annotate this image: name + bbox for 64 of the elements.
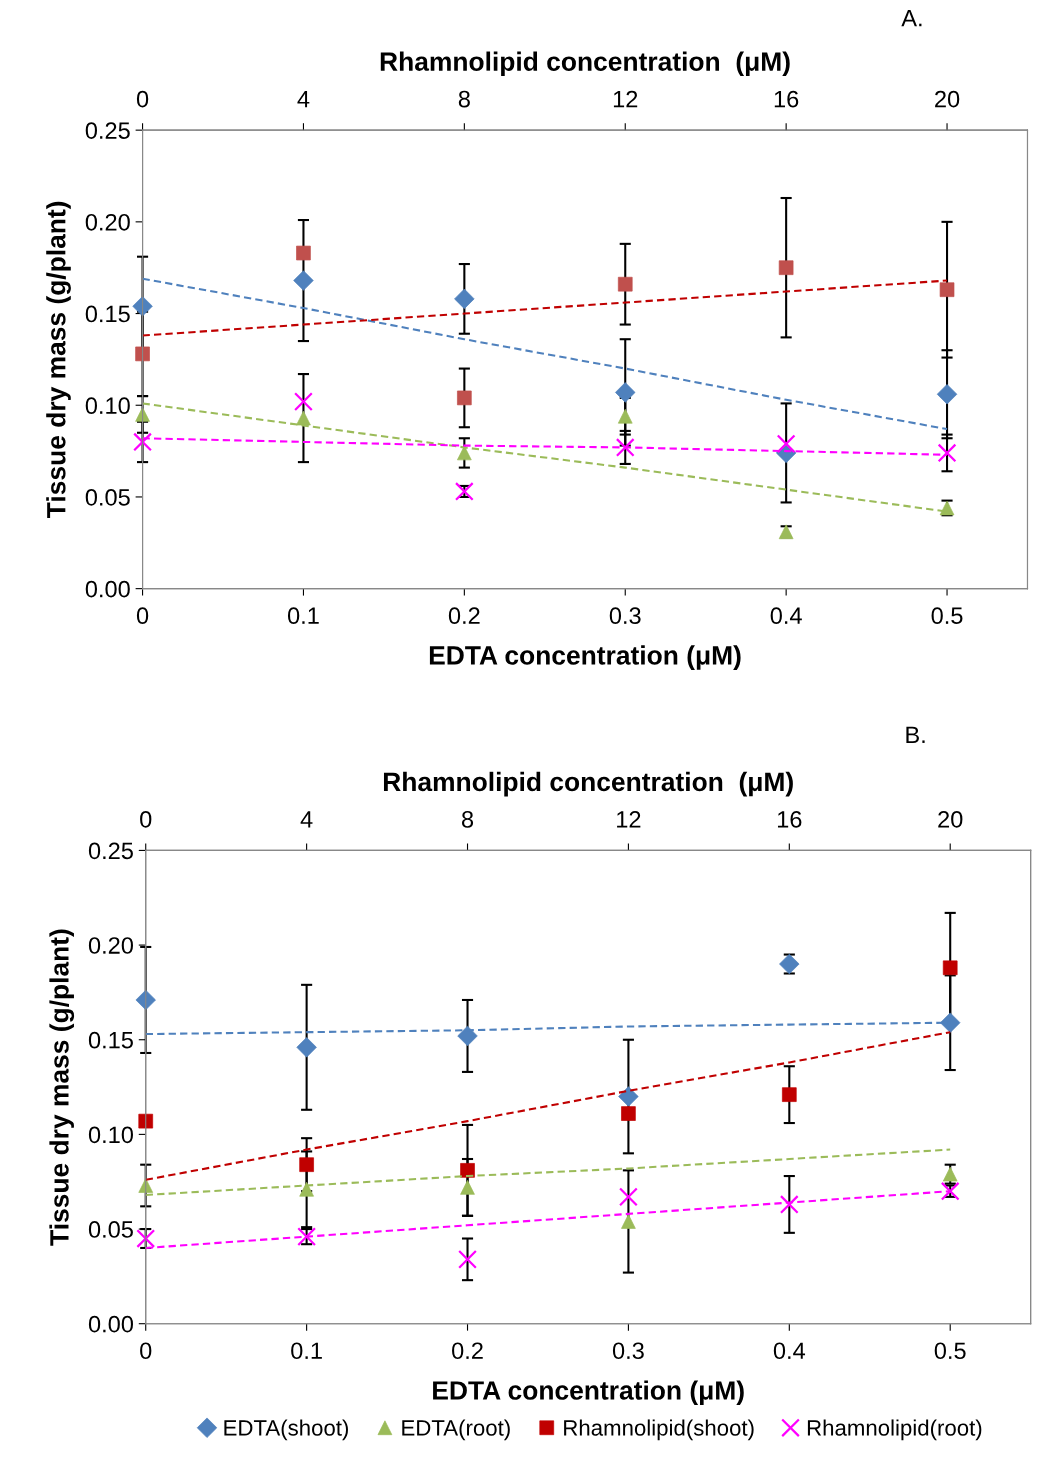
point [939,282,955,297]
x2-tick-label: 4 [300,811,313,828]
x2-tick-label: 4 [297,90,310,108]
x2-tick-label: 16 [777,810,802,828]
point [778,260,794,275]
x-tick-label: 0 [140,1342,152,1360]
point [936,384,958,405]
x2-tick-label: 12 [617,810,641,828]
point [617,276,633,292]
x-tick-label: 0.3 [609,607,641,625]
point [296,1037,317,1058]
y-tick-label: 0.05 [88,1221,133,1238]
y-tick-label: 0.00 [85,580,130,598]
x-axis-title: EDTA concentration (μM) [433,1380,744,1406]
legend-label: EDTA(shoot) [224,1419,348,1441]
text: A. [901,9,922,27]
y-tick-label: 0.15 [88,1031,133,1049]
point [779,1195,799,1214]
legend-label: Rhamnolipid(shoot) [564,1419,754,1441]
point [937,443,957,463]
x2-tick-label: 12 [613,90,638,108]
x-tick-label: 0.4 [770,607,802,625]
point [615,437,635,457]
y-tick-label: 0.25 [88,842,133,860]
y-tick-label: 0.20 [85,213,130,231]
point [294,392,313,412]
y-tick-label: 0.15 [85,305,130,323]
x-tick-label: 0.4 [773,1342,806,1360]
y-tick-label: 0.20 [88,937,133,954]
y-axis-title: Tissue dry mass (g/plant) [46,201,71,518]
point [942,960,958,976]
x2-axis-title: Rhamnolipid concentration (μM) [383,771,793,797]
x2-tick-label: 0 [136,90,149,108]
x-tick-label: 0 [136,607,149,625]
x-tick-label: 0.1 [291,1342,322,1360]
point [136,1229,156,1248]
x-tick-label: 0.5 [931,607,963,625]
point [776,434,796,454]
y-axis-title: Tissue dry mass (g/plant) [49,929,75,1246]
legend-label: Rhamnolipid(root) [807,1419,982,1441]
x-axis-title: EDTA concentration (μM) [429,645,741,670]
point [458,1249,477,1269]
y-tick-label: 0.05 [85,489,130,506]
legend-label: EDTA(root) [402,1419,510,1441]
y-tick-label: 0.10 [85,397,130,415]
y-tick-label: 0.00 [88,1315,133,1333]
x2-axis-title: Rhamnolipid concentration (μM) [380,51,790,77]
y-tick-label: 0.10 [88,1126,133,1144]
x-tick-label: 0.3 [612,1342,644,1360]
point [618,1187,638,1207]
x-tick-label: 0.2 [448,607,480,625]
text: B. [906,726,925,743]
x-tick-label: 0.2 [452,1342,483,1360]
line-series [142,277,949,431]
x-tick-label: 0.1 [287,607,319,625]
x2-tick-label: 20 [935,90,960,108]
x2-tick-label: 8 [458,90,470,108]
x2-tick-label: 20 [938,810,963,828]
x2-tick-label: 16 [774,90,799,108]
x2-tick-label: 0 [140,810,152,828]
point [133,432,152,452]
y-tick-label: 0.25 [85,122,130,139]
x-tick-label: 0.5 [934,1342,966,1360]
x2-tick-label: 8 [461,810,474,828]
